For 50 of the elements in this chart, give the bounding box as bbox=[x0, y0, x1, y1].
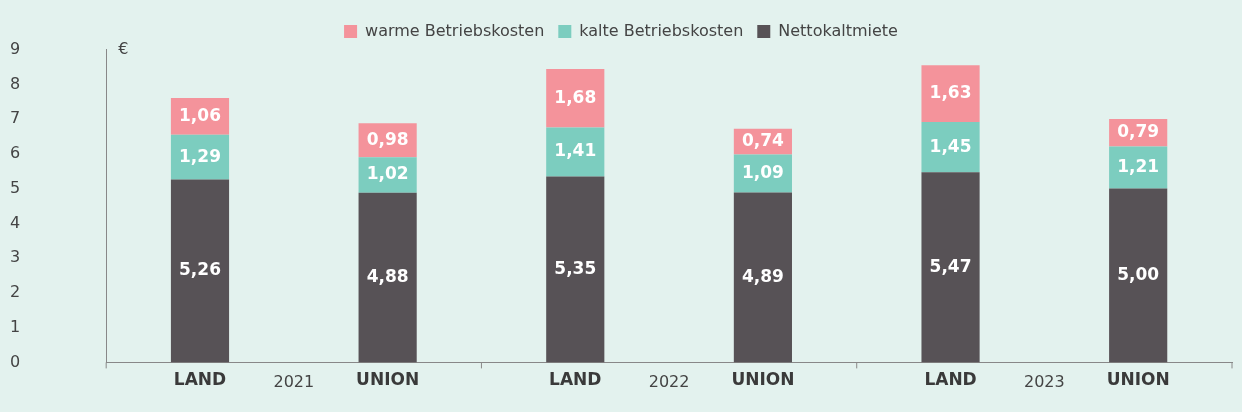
x-tick-label: LAND bbox=[549, 369, 602, 390]
y-tick-label: 4 bbox=[10, 212, 21, 232]
y-tick-label: 1 bbox=[10, 316, 21, 336]
bar bbox=[546, 176, 605, 363]
data-label: 5,26 bbox=[179, 259, 221, 280]
bar bbox=[921, 65, 980, 122]
bar bbox=[733, 192, 792, 363]
data-label: 5,47 bbox=[929, 255, 972, 276]
data-label: 1,29 bbox=[179, 145, 221, 166]
bar bbox=[358, 192, 417, 363]
data-label: 5,00 bbox=[1117, 263, 1160, 284]
x-tick-label: UNION bbox=[731, 369, 795, 390]
text: 2021 bbox=[273, 371, 315, 391]
bar bbox=[921, 172, 980, 363]
data-label: 0,74 bbox=[741, 130, 785, 151]
data-label: 1,09 bbox=[741, 161, 784, 182]
x-tick-label: UNION bbox=[356, 369, 420, 390]
y-tick-label: 9 bbox=[10, 38, 21, 58]
y-tick-label: 5 bbox=[10, 177, 21, 197]
legend-label: warme Betriebskosten bbox=[365, 20, 545, 40]
data-label: 1,63 bbox=[929, 81, 972, 102]
data-label: 4,88 bbox=[366, 266, 409, 287]
bar bbox=[921, 121, 980, 173]
y-axis-title: € bbox=[118, 38, 129, 58]
data-label: 4,89 bbox=[741, 265, 784, 286]
y-tick-label: 3 bbox=[10, 247, 21, 267]
data-label: 1,02 bbox=[366, 163, 409, 184]
legend-label: kalte Betriebskosten bbox=[579, 20, 744, 40]
data-label: 1,21 bbox=[1117, 156, 1160, 177]
y-tick-label: 8 bbox=[10, 73, 21, 93]
text: 2023 bbox=[1024, 371, 1065, 391]
y-tick-label: 6 bbox=[10, 143, 21, 163]
legend-label: Nettokaltmiete bbox=[778, 20, 898, 40]
x-tick-label: LAND bbox=[924, 369, 977, 390]
data-label: 0,98 bbox=[366, 128, 409, 149]
data-label: 1,68 bbox=[554, 86, 597, 107]
data-label: 0,79 bbox=[1117, 121, 1160, 142]
y-tick-label: 2 bbox=[10, 282, 21, 302]
data-label: 1,41 bbox=[554, 140, 597, 161]
y-tick-label: 7 bbox=[10, 108, 21, 128]
bar bbox=[1109, 188, 1168, 363]
x-tick-label: UNION bbox=[1106, 369, 1170, 390]
bar bbox=[170, 179, 230, 363]
data-label: 1,06 bbox=[179, 104, 221, 125]
data-label: 1,45 bbox=[929, 135, 972, 156]
y-tick-label: 0 bbox=[10, 351, 21, 371]
text: 2022 bbox=[648, 371, 690, 391]
bar bbox=[546, 127, 605, 177]
x-tick-label: LAND bbox=[173, 369, 227, 390]
data-label: 5,35 bbox=[554, 257, 597, 278]
